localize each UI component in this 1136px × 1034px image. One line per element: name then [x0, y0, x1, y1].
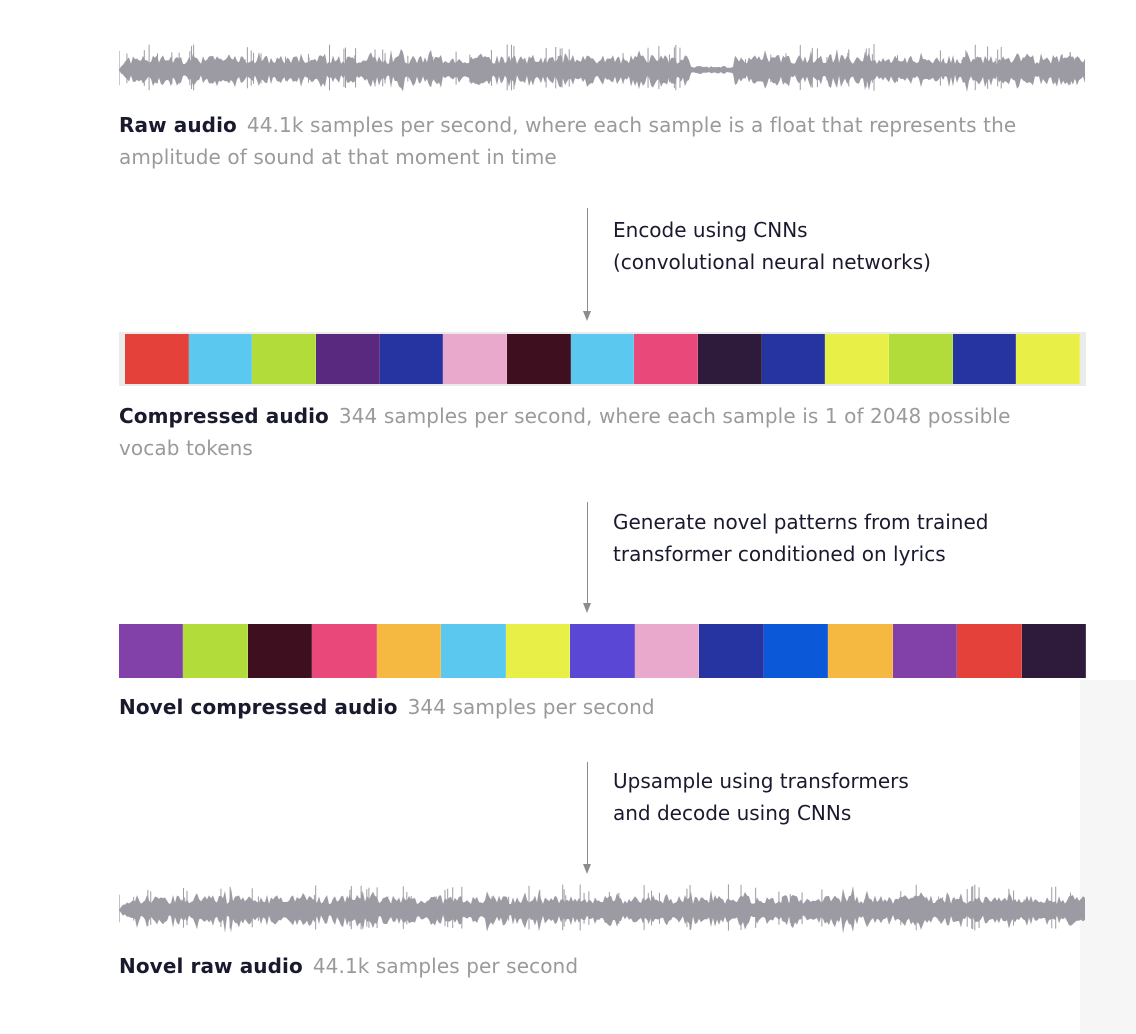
novel-compressed-token — [957, 624, 1022, 678]
compressed-token — [570, 334, 635, 384]
upsample-step-line1: Upsample using transformers — [613, 769, 909, 793]
waveform-shape — [119, 885, 1085, 934]
arrow-head-icon — [583, 864, 591, 874]
compressed-token — [316, 334, 380, 384]
generate-step-line1: Generate novel patterns from trained — [613, 510, 989, 534]
arrow-head-icon — [583, 311, 591, 321]
compressed-token — [379, 334, 444, 384]
encode-step-line2: (convolutional neural networks) — [613, 250, 931, 274]
compressed-token — [952, 334, 1017, 384]
upsample-step-text: Upsample using transformers and decode u… — [613, 765, 1093, 829]
novel-raw-audio-label: Novel raw audio — [119, 954, 303, 978]
novel-compressed-audio-caption: Novel compressed audio 344 samples per se… — [119, 691, 1079, 723]
novel-compressed-token — [183, 624, 248, 678]
novel-compressed-token — [441, 624, 506, 678]
compressed-token — [825, 334, 890, 384]
raw-audio-waveform — [119, 42, 1086, 98]
upsample-step-line2: and decode using CNNs — [613, 801, 852, 825]
novel-raw-audio-caption: Novel raw audio 44.1k samples per second — [119, 950, 1079, 982]
compressed-token — [634, 334, 699, 384]
arrow-head-icon — [583, 603, 591, 613]
compressed-token — [125, 334, 189, 384]
compressed-token — [188, 334, 253, 384]
raw-audio-desc-line2: amplitude of sound at that moment in tim… — [119, 145, 557, 169]
compressed-token-strip — [119, 332, 1086, 386]
novel-compressed-token — [828, 624, 893, 678]
novel-compressed-token — [505, 624, 571, 678]
novel-compressed-token-strip — [119, 624, 1087, 678]
waveform-shape — [119, 48, 1085, 93]
raw-audio-caption: Raw audio 44.1k samples per second, where… — [119, 109, 1079, 173]
novel-compressed-token — [1021, 624, 1087, 678]
compressed-token — [443, 334, 508, 384]
background-shade — [1080, 680, 1136, 1034]
generate-arrow — [583, 502, 591, 613]
compressed-token — [889, 334, 953, 384]
novel-compressed-token — [634, 624, 700, 678]
encode-step-line1: Encode using CNNs — [613, 218, 808, 242]
novel-compressed-token — [699, 624, 764, 678]
novel-compressed-token — [312, 624, 377, 678]
encode-arrow — [583, 208, 591, 321]
novel-raw-audio-desc: 44.1k samples per second — [312, 954, 579, 978]
novel-compressed-audio-label: Novel compressed audio — [119, 695, 398, 719]
compressed-token — [507, 334, 571, 384]
generate-step-line2: transformer conditioned on lyrics — [613, 542, 946, 566]
raw-audio-label: Raw audio — [119, 113, 237, 137]
compressed-token — [252, 334, 317, 384]
raw-audio-desc-line1: 44.1k samples per second, where each sam… — [246, 113, 1017, 137]
novel-compressed-token — [376, 624, 442, 678]
generate-step-text: Generate novel patterns from trained tra… — [613, 506, 1093, 570]
encode-step-text: Encode using CNNs (convolutional neural … — [613, 214, 1093, 278]
novel-compressed-audio-desc: 344 samples per second — [407, 695, 655, 719]
upsample-arrow — [583, 762, 591, 874]
compressed-token — [698, 334, 762, 384]
novel-raw-audio-waveform — [119, 882, 1086, 938]
compressed-audio-desc-line1: 344 samples per second, where each sampl… — [338, 404, 1011, 428]
novel-compressed-token — [570, 624, 635, 678]
novel-compressed-token — [892, 624, 958, 678]
compressed-token — [761, 334, 826, 384]
novel-compressed-token — [763, 624, 829, 678]
compressed-token — [1016, 334, 1081, 384]
novel-compressed-token — [119, 624, 184, 678]
compressed-audio-desc-line2: vocab tokens — [119, 436, 253, 460]
novel-compressed-token — [247, 624, 313, 678]
compressed-audio-caption: Compressed audio 344 samples per second, … — [119, 400, 1079, 464]
compressed-audio-label: Compressed audio — [119, 404, 329, 428]
